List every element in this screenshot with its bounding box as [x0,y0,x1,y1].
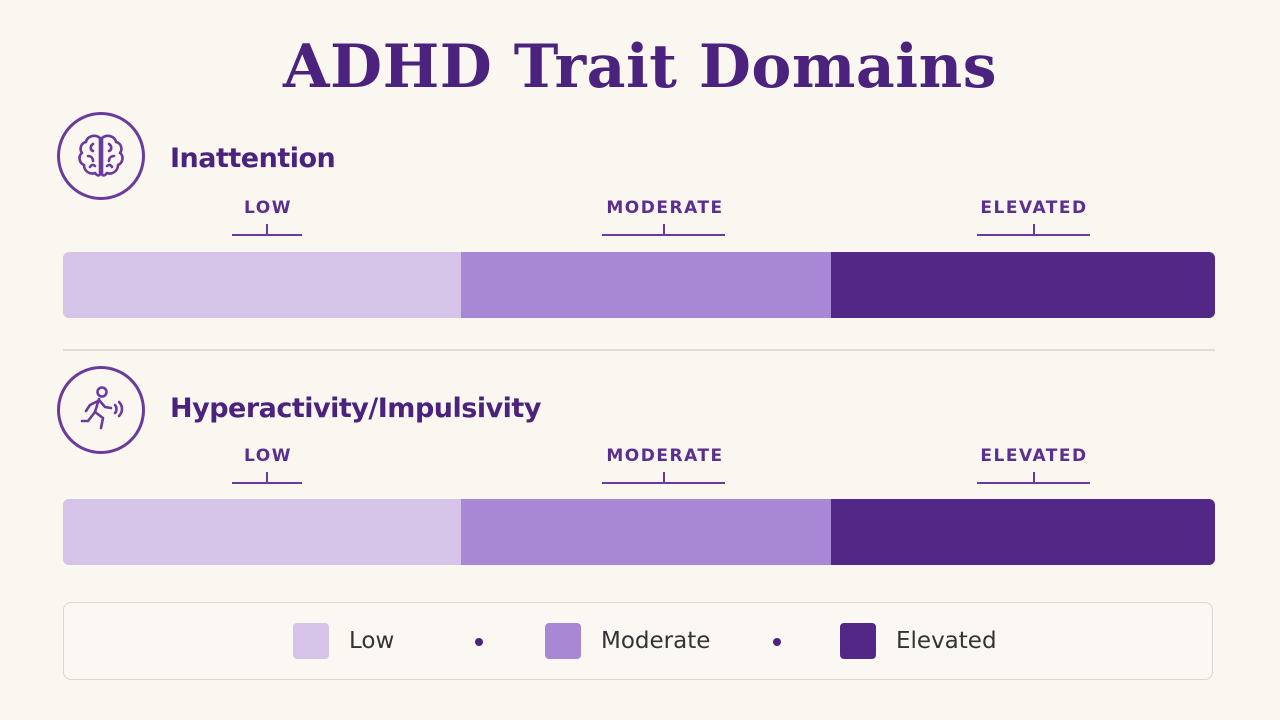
scale-label-low: LOW [244,446,292,466]
running-person-icon [57,366,145,454]
bar-segment-low [63,499,461,565]
bar-segment-elevated [831,499,1215,565]
domain-title: Inattention [170,143,336,174]
legend-label-low: Low [349,628,395,654]
legend-swatch-elevated [840,623,876,659]
bracket-moderate [602,224,725,236]
legend-swatch-low [293,623,329,659]
bracket-low [232,224,302,236]
trait-bar [63,499,1215,565]
scale-label-moderate: MODERATE [606,446,724,466]
domain-inattention: Inattention LOW MODERATE ELEVATED [0,112,1280,322]
domain-title: Hyperactivity/Impulsivity [170,393,541,424]
page-title: ADHD Trait Domains [283,32,997,102]
scale-label-low: LOW [244,198,292,218]
bar-segment-elevated [831,252,1215,318]
bracket-low [232,472,302,484]
bar-segment-moderate [461,252,831,318]
scale-label-elevated: ELEVATED [980,446,1088,466]
legend-label-elevated: Elevated [896,628,997,654]
legend-separator-dot [475,638,483,646]
brain-icon [57,112,145,200]
legend-swatch-moderate [545,623,581,659]
scale-label-elevated: ELEVATED [980,198,1088,218]
legend: Low Moderate Elevated [63,602,1213,680]
bar-segment-moderate [461,499,831,565]
section-divider [63,349,1215,351]
bracket-elevated [977,472,1090,484]
bracket-elevated [977,224,1090,236]
legend-label-moderate: Moderate [601,628,711,654]
domain-hyperactivity: Hyperactivity/Impulsivity LOW MODERATE E… [0,366,1280,576]
bracket-moderate [602,472,725,484]
legend-separator-dot [773,638,781,646]
scale-label-moderate: MODERATE [606,198,724,218]
bar-segment-low [63,252,461,318]
trait-bar [63,252,1215,318]
